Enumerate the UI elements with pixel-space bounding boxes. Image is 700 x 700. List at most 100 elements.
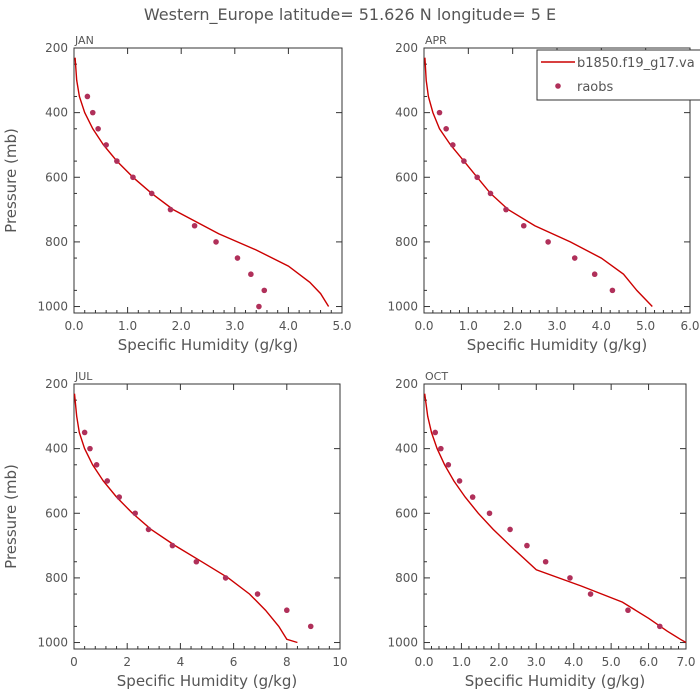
x-axis-label-jan: Specific Humidity (g/kg) — [118, 336, 298, 354]
plot-frame-jul — [73, 383, 341, 650]
obs-point-oct — [445, 461, 452, 468]
x-tick-label-jan: 0.0 — [64, 319, 83, 333]
y-axis-label-jan: Pressure (mb) — [2, 128, 20, 233]
panel-label-apr: APR — [425, 34, 447, 47]
y-tick-label-apr: 800 — [395, 235, 418, 249]
obs-point-oct — [432, 429, 439, 436]
y-tick-label-oct: 200 — [395, 377, 418, 391]
obs-point-oct — [524, 542, 530, 549]
obs-point-jan — [248, 271, 254, 278]
obs-point-jul — [284, 607, 290, 614]
y-tick-label-apr: 600 — [395, 170, 418, 184]
x-tick-label-oct: 2.0 — [489, 655, 508, 669]
y-tick-label-jan: 600 — [45, 170, 68, 184]
legend: b1850.f19_g17.va raobs — [536, 49, 700, 101]
y-tick-label-oct: 600 — [395, 506, 418, 520]
x-tick-label-jan: 3.0 — [225, 319, 244, 333]
y-tick-label-apr: 1000 — [387, 300, 418, 314]
obs-point-jul — [116, 494, 123, 500]
panel-label-oct: OCT — [425, 370, 448, 383]
obs-point-jul — [307, 623, 314, 630]
y-tick-label-jul: 1000 — [37, 636, 68, 650]
x-tick-label-jan: 4.0 — [279, 319, 298, 333]
y-tick-label-apr: 400 — [395, 106, 418, 120]
obs-point-apr — [450, 142, 456, 148]
obs-point-oct — [567, 575, 573, 581]
obs-point-apr — [591, 271, 598, 278]
obs-point-apr — [571, 255, 578, 261]
x-tick-label-jul: 0 — [70, 655, 78, 669]
legend-obs-label: raobs — [577, 80, 614, 95]
obs-point-oct — [469, 494, 476, 500]
x-tick-label-apr: 2.0 — [503, 319, 522, 333]
obs-point-jul — [81, 429, 88, 436]
x-axis-label-apr: Specific Humidity (g/kg) — [467, 336, 647, 354]
obs-point-jul — [193, 558, 200, 565]
obs-point-jan — [95, 125, 101, 132]
obs-point-apr — [520, 222, 527, 229]
y-tick-label-jan: 800 — [45, 235, 68, 249]
obs-point-apr — [461, 158, 467, 164]
x-tick-label-oct: 3.0 — [527, 655, 546, 669]
obs-point-jan — [130, 174, 136, 181]
x-tick-label-apr: 0.0 — [414, 319, 433, 333]
panel-apr: APR 200 400 600 800 1000 0.0 1.0 2.0 3.0 4.0 5.0 6.0… — [387, 34, 699, 354]
y-tick-label-oct: 1000 — [387, 636, 418, 650]
y-tick-label-oct: 400 — [395, 442, 418, 456]
obs-point-jan — [234, 255, 241, 261]
x-tick-label-jul: 2 — [123, 655, 131, 669]
panel-jan: JAN 200 400 600 800 1000 0.0 1.0 2.0 3.0 4.0 5.0 Spe… — [2, 34, 352, 354]
legend-obs-marker — [555, 83, 561, 89]
obs-point-jan — [213, 239, 219, 245]
x-tick-label-apr: 3.0 — [547, 319, 566, 333]
legend-box — [536, 49, 700, 101]
obs-point-jul — [254, 591, 261, 597]
obs-point-jan — [103, 142, 109, 148]
x-tick-label-oct: 4.0 — [564, 655, 583, 669]
x-tick-label-jan: 2.0 — [172, 319, 191, 333]
y-tick-label-jan: 1000 — [37, 300, 68, 314]
model-line-oct — [424, 393, 687, 644]
obs-point-jul — [87, 445, 93, 452]
y-tick-label-jul: 200 — [45, 377, 68, 391]
panels: JAN 200 400 600 800 1000 0.0 1.0 2.0 3.0 4.0 5.0 Spe… — [2, 34, 700, 690]
panel-label-jul: JUL — [74, 370, 93, 383]
x-axis-label-oct: Specific Humidity (g/kg) — [465, 672, 645, 690]
legend-model-label: b1850.f19_g17.va — [577, 56, 695, 71]
x-tick-label-jan: 1.0 — [118, 319, 137, 333]
y-tick-label-apr: 200 — [395, 41, 418, 55]
obs-point-oct — [507, 526, 513, 533]
obs-point-jan — [191, 222, 198, 229]
x-tick-label-oct: 7.0 — [676, 655, 695, 669]
obs-point-jan — [256, 303, 262, 310]
y-tick-label-jan: 200 — [45, 41, 68, 55]
obs-point-oct — [438, 445, 444, 452]
obs-point-jul — [145, 526, 152, 533]
x-tick-label-jul: 6 — [230, 655, 238, 669]
x-tick-label-oct: 6.0 — [639, 655, 658, 669]
x-tick-label-jan: 5.0 — [332, 319, 351, 333]
obs-point-jul — [222, 575, 229, 581]
obs-point-jul — [169, 542, 176, 549]
obs-point-apr — [609, 287, 616, 294]
obs-point-oct — [456, 478, 463, 484]
panel-oct: OCT 200 400 600 800 1000 0.0 1.0 2.0 3.0 4.0 5.0 6.0… — [387, 370, 695, 690]
x-tick-label-jul: 8 — [283, 655, 291, 669]
x-tick-label-jul: 10 — [332, 655, 347, 669]
plot-frame-jan — [73, 47, 343, 314]
y-tick-label-oct: 800 — [395, 571, 418, 585]
obs-point-oct — [542, 558, 549, 565]
y-axis-label-jul: Pressure (mb) — [2, 464, 20, 569]
plot-frame-oct — [423, 383, 687, 650]
y-tick-label-jul: 600 — [45, 506, 68, 520]
x-tick-label-oct: 1.0 — [452, 655, 471, 669]
figure-title: Western_Europe latitude= 51.626 N longit… — [144, 5, 556, 25]
obs-point-jul — [93, 461, 100, 468]
obs-point-jan — [167, 206, 174, 213]
obs-point-jul — [132, 510, 138, 517]
x-tick-label-oct: 5.0 — [602, 655, 621, 669]
obs-point-jul — [104, 478, 111, 484]
x-tick-label-apr: 1.0 — [459, 319, 478, 333]
